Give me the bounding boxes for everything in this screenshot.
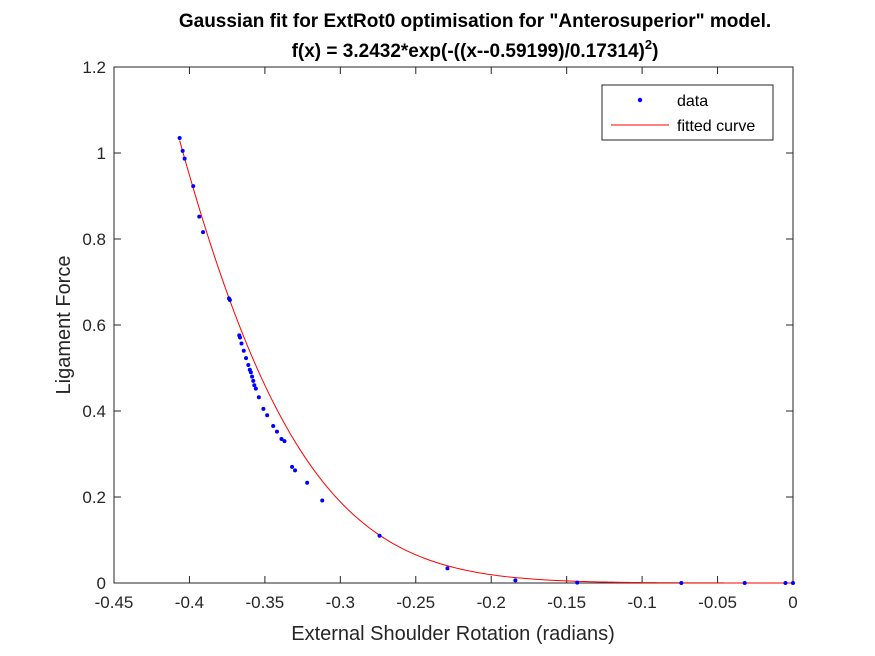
data-point [237, 335, 242, 340]
legend-box [601, 84, 774, 141]
legend: data fitted curve [601, 84, 774, 141]
data-point [197, 214, 202, 219]
data-point [377, 533, 382, 538]
data-point [274, 429, 279, 434]
x-tick-label: -0.25 [396, 593, 435, 612]
data-point [256, 395, 261, 400]
legend-data-marker [637, 97, 643, 103]
data-point [180, 148, 185, 153]
data-point [246, 362, 251, 367]
chart-title-line2: f(x) = 3.2432*exp(-((x--0.59199)/0.17314… [292, 37, 659, 62]
y-tick-label: 0.2 [82, 488, 106, 507]
data-point [177, 135, 182, 140]
title-formula: f(x) = 3.2432*exp(-((x--0.59199)/0.17314… [292, 41, 645, 62]
data-point [253, 386, 258, 391]
y-tick-label: 0 [97, 574, 106, 593]
data-point [239, 341, 244, 346]
x-tick-label: -0.35 [246, 593, 285, 612]
data-point [271, 424, 276, 429]
x-tick-label: -0.4 [175, 593, 204, 612]
x-tick-label: -0.3 [326, 593, 355, 612]
data-point [320, 498, 325, 503]
x-tick-label: -0.45 [95, 593, 134, 612]
x-tick-label: 0 [788, 593, 797, 612]
data-point [261, 406, 266, 411]
data-point [250, 374, 255, 379]
data-point [201, 230, 206, 235]
title-formula-suffix: ) [652, 41, 658, 62]
data-point [305, 480, 310, 485]
x-tick-label: -0.05 [698, 593, 737, 612]
data-point [248, 370, 253, 375]
data-point [282, 439, 287, 444]
chart-title-line1: Gaussian fit for ExtRot0 optimisation fo… [179, 11, 771, 32]
y-tick-label: 0.6 [82, 316, 106, 335]
data-point [513, 578, 518, 583]
fitted-curve-line [179, 140, 793, 584]
data-point [265, 413, 270, 418]
x-tick-label: -0.2 [477, 593, 506, 612]
y-tick-label: 0.8 [82, 230, 106, 249]
axis-ticks: -0.45 -0.4 -0.35 -0.3 -0.25 -0.2 -0.15 -0.1 -0.0… [82, 58, 797, 612]
legend-curve-label: fitted curve [677, 118, 755, 135]
legend-data-label: data [677, 93, 708, 110]
data-point [191, 184, 196, 189]
data-point [290, 464, 295, 469]
data-point [679, 581, 684, 585]
y-tick-label: 1 [97, 144, 106, 163]
data-points-layer [177, 135, 795, 585]
x-tick-label: -0.15 [547, 593, 586, 612]
title-formula-exponent: 2 [645, 37, 652, 52]
data-point [575, 580, 580, 585]
data-point [293, 468, 298, 473]
y-axis-label: Ligament Force [53, 256, 75, 395]
data-point [227, 298, 232, 303]
data-point [791, 581, 795, 585]
x-axis-label: External Shoulder Rotation (radians) [291, 623, 615, 645]
data-point [182, 156, 187, 161]
plot-area [113, 66, 794, 584]
fitted-curve-layer [179, 140, 793, 584]
data-point [445, 566, 450, 571]
x-tick-label: -0.1 [627, 593, 656, 612]
y-tick-label: 0.4 [82, 402, 106, 421]
data-point [783, 581, 788, 585]
data-point [244, 356, 249, 361]
data-point [742, 581, 747, 585]
data-point [279, 436, 284, 441]
data-point [251, 378, 256, 383]
data-point [241, 348, 246, 353]
data-point [252, 383, 257, 388]
y-tick-label: 1.2 [82, 58, 106, 77]
